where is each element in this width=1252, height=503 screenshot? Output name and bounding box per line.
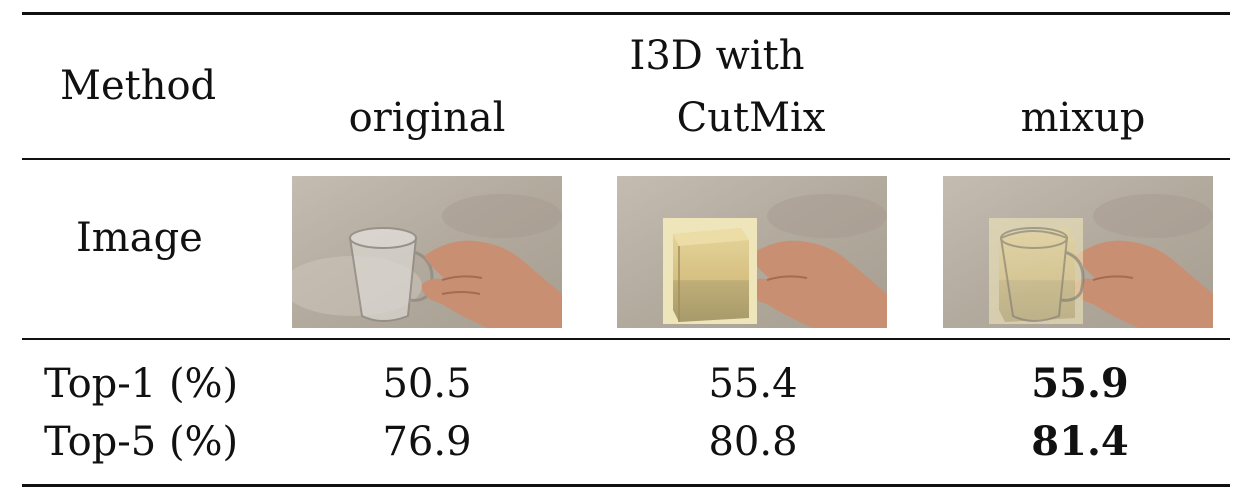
top1-original-value: 50.5 xyxy=(382,361,472,407)
top5-original-value: 76.9 xyxy=(382,419,472,465)
original-glass-hand-image xyxy=(292,176,562,328)
image-rule xyxy=(22,338,1230,340)
top5-label: Top-5 (%) xyxy=(44,419,239,465)
top5-mixup-value: 81.4 xyxy=(1031,418,1129,465)
col-header-cutmix: CutMix xyxy=(676,95,826,141)
top1-label: Top-1 (%) xyxy=(44,361,239,407)
col-header-original: original xyxy=(348,95,506,141)
bottom-rule xyxy=(22,484,1230,487)
top5-cutmix-value: 80.8 xyxy=(708,419,798,465)
method-header: Method xyxy=(60,63,217,109)
cutmix-wood-block-image xyxy=(617,176,887,328)
top1-mixup-value: 55.9 xyxy=(1031,360,1129,407)
col-header-mixup: mixup xyxy=(1020,95,1146,141)
top1-cutmix-value: 55.4 xyxy=(708,361,798,407)
image-row-label: Image xyxy=(76,215,203,261)
header-rule xyxy=(22,158,1230,160)
group-header: I3D with xyxy=(629,33,805,79)
mixup-blended-image xyxy=(943,176,1213,328)
top-rule xyxy=(22,12,1230,15)
